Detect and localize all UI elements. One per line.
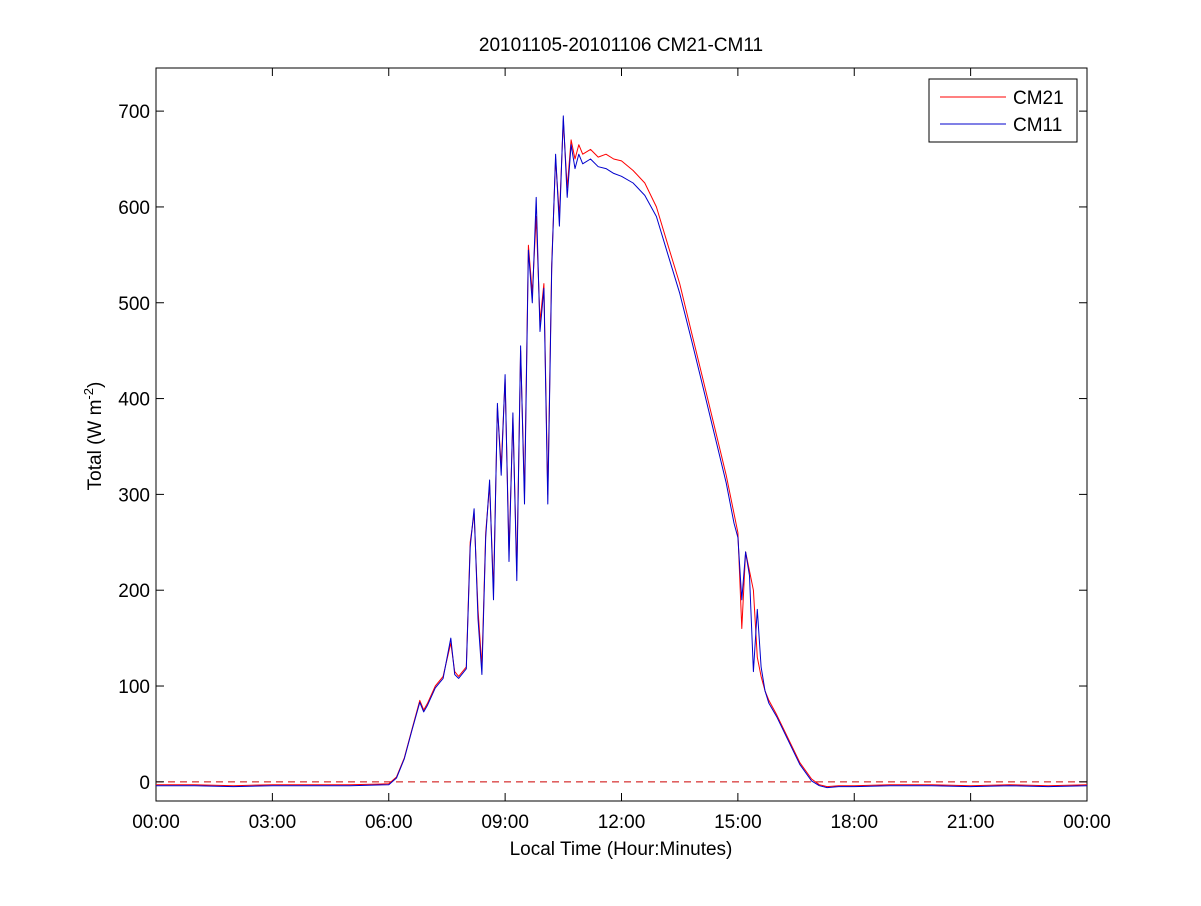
y-axis-label-close: ) — [85, 382, 106, 388]
y-tick-label: 0 — [139, 773, 150, 794]
y-axis-label-main: Total (W m — [85, 400, 106, 491]
y-tick-label: 700 — [118, 102, 150, 123]
x-tick-label: 06:00 — [365, 812, 413, 833]
plot-area: 00:00 03:00 06:00 09:00 12:00 15:00 18:00 21:00… — [118, 67, 1111, 833]
chart-title: 20101105-20101106 CM21-CM11 — [479, 35, 763, 56]
y-axis-label: Total (W m-2) — [81, 382, 106, 491]
data-layer — [156, 115, 1088, 789]
legend-box — [928, 78, 1078, 143]
x-tick-label: 03:00 — [249, 812, 297, 833]
x-tick-label: 09:00 — [481, 812, 529, 833]
y-tick-label: 400 — [118, 390, 150, 411]
legend: CM21 CM11 — [928, 78, 1078, 143]
x-tick-label: 21:00 — [947, 812, 995, 833]
y-tick-label: 500 — [118, 294, 150, 315]
ticks-layer: 00:00 03:00 06:00 09:00 12:00 15:00 18:00 21:00… — [118, 68, 1111, 833]
plot-frame — [155, 67, 1088, 802]
x-axis-label: Local Time (Hour:Minutes) — [510, 839, 733, 860]
legend-label-cm21: CM21 — [1013, 88, 1064, 109]
series-line-cm11 — [156, 115, 1088, 789]
y-tick-label: 600 — [118, 198, 150, 219]
y-tick-label: 200 — [118, 581, 150, 602]
y-tick-label: 300 — [118, 485, 150, 506]
x-tick-label: 15:00 — [714, 812, 762, 833]
legend-label-cm11: CM11 — [1013, 115, 1062, 136]
x-tick-label: 18:00 — [830, 812, 878, 833]
x-tick-label: 00:00 — [132, 812, 180, 833]
x-tick-label: 00:00 — [1063, 812, 1111, 833]
y-tick-label: 100 — [118, 677, 150, 698]
x-tick-label: 12:00 — [598, 812, 646, 833]
y-axis-label-sup: -2 — [81, 388, 96, 400]
